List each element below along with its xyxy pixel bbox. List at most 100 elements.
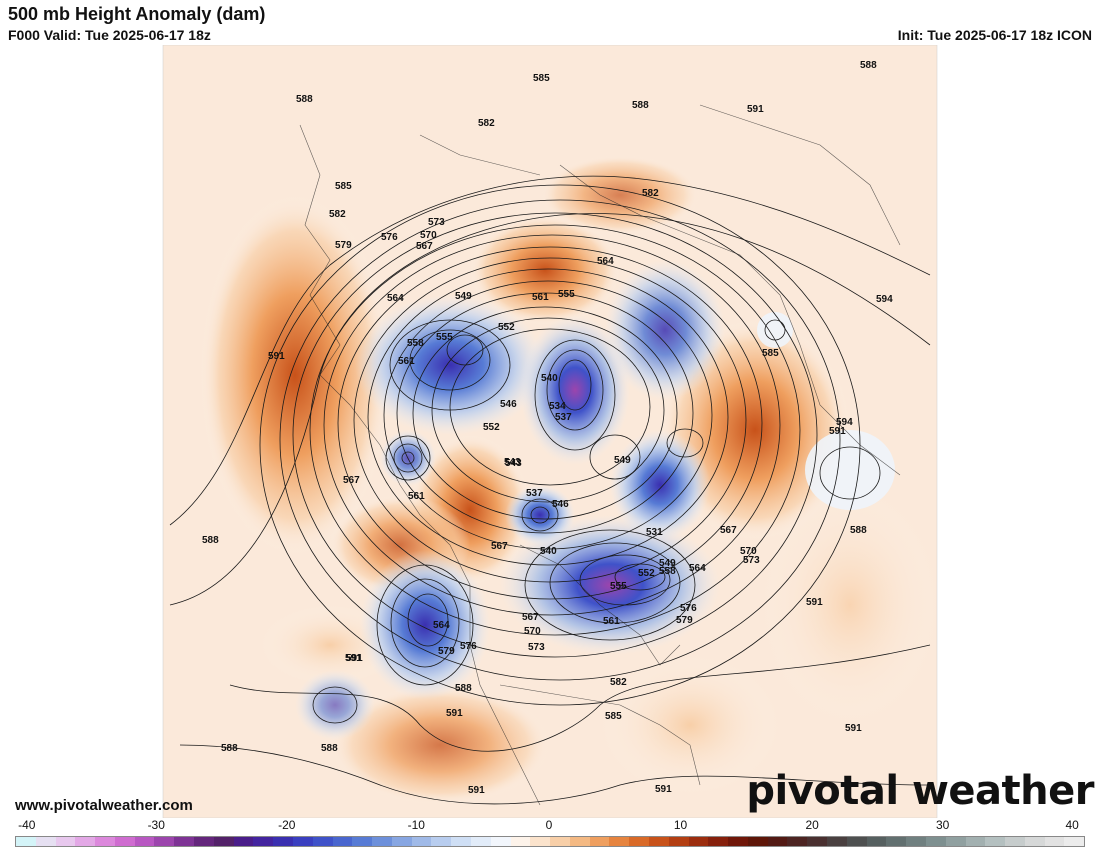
map-title: 500 mb Height Anomaly (dam) bbox=[8, 4, 266, 24]
contour-label: 591 bbox=[345, 653, 362, 664]
west-pacific-ridge bbox=[200, 195, 390, 555]
contour-label: 591 bbox=[346, 653, 363, 664]
contour-label: 567 bbox=[416, 241, 433, 252]
colorbar-tick-label: 30 bbox=[936, 818, 950, 832]
contour-label: 567 bbox=[491, 541, 508, 552]
contour-label: 582 bbox=[329, 209, 346, 220]
contour-label: 561 bbox=[603, 616, 620, 627]
contour-label: 591 bbox=[655, 784, 672, 795]
contour-label: 558 bbox=[407, 338, 424, 349]
colorbar-segment bbox=[747, 837, 768, 846]
colorbar-segment bbox=[391, 837, 412, 846]
colorbar-tick-label: 0 bbox=[545, 818, 553, 832]
contour-label: 546 bbox=[552, 499, 569, 510]
colorbar-segment bbox=[332, 837, 353, 846]
colorbar-segment bbox=[312, 837, 333, 846]
contour-label: 594 bbox=[836, 417, 853, 428]
colorbar-segment bbox=[16, 837, 36, 846]
contour-label: 570 bbox=[420, 230, 437, 241]
contour-label: 591 bbox=[806, 597, 823, 608]
website-label: www.pivotalweather.com bbox=[15, 797, 193, 814]
colorbar-segment bbox=[708, 837, 729, 846]
colorbar-segment bbox=[649, 837, 669, 846]
contour-label: 543 bbox=[505, 458, 522, 469]
colorbar-segment bbox=[807, 837, 828, 846]
colorbar-segment bbox=[530, 837, 551, 846]
contour-label: 567 bbox=[343, 475, 360, 486]
map-panel[interactable]: 588 585 588 582 588 591 585 582 579 576 … bbox=[0, 45, 1100, 818]
contour-label: 591 bbox=[747, 104, 764, 115]
contour-label: 582 bbox=[478, 118, 495, 129]
contour-label: 579 bbox=[335, 240, 352, 251]
contour-label: 576 bbox=[680, 603, 697, 614]
contour-label-group: 588 585 588 582 588 591 585 582 579 576 … bbox=[202, 60, 893, 796]
contour-label: 543 bbox=[504, 457, 521, 468]
contour-label: 585 bbox=[605, 711, 622, 722]
colorbar-tick-label: -20 bbox=[278, 818, 296, 832]
colorbar-segment bbox=[75, 837, 96, 846]
contour-label: 531 bbox=[646, 527, 663, 538]
colorbar-segment bbox=[965, 837, 986, 846]
colorbar-segment bbox=[174, 837, 195, 846]
valid-time: F000 Valid: Tue 2025-06-17 18z bbox=[8, 27, 211, 43]
azores-low bbox=[805, 430, 895, 510]
init-time: Init: Tue 2025-06-17 18z ICON bbox=[897, 27, 1092, 43]
contour-label: 561 bbox=[408, 491, 425, 502]
contour-label: 591 bbox=[268, 351, 285, 362]
colorbar-segment bbox=[253, 837, 274, 846]
colorbar-segment bbox=[114, 837, 135, 846]
colorbar-segment bbox=[728, 837, 748, 846]
contour-label: 549 bbox=[659, 558, 676, 569]
colorbar-tick-label: -10 bbox=[407, 818, 425, 832]
colorbar-segment bbox=[866, 837, 887, 846]
contour-label: 588 bbox=[455, 683, 472, 694]
contour-label: 588 bbox=[321, 743, 338, 754]
colorbar-ticks: -40 -30 -20 -10 0 10 20 30 40 bbox=[15, 818, 1085, 834]
contour-label: 552 bbox=[638, 568, 655, 579]
contour-label: 585 bbox=[762, 348, 779, 359]
colorbar-tick-label: -40 bbox=[18, 818, 36, 832]
colorbar-tick-label: 10 bbox=[673, 818, 688, 832]
contour-label: 591 bbox=[845, 723, 862, 734]
gulf-alaska-low bbox=[360, 550, 490, 700]
contour-label: 573 bbox=[743, 555, 760, 566]
barents-low bbox=[605, 260, 725, 400]
anomaly-map: 588 585 588 582 588 591 585 582 579 576 … bbox=[0, 45, 1100, 818]
contour-label: 549 bbox=[614, 455, 631, 466]
outer-contours bbox=[169, 175, 931, 805]
contour-label: 555 bbox=[610, 581, 627, 592]
colorbar-segment bbox=[609, 837, 630, 846]
contour-label: 567 bbox=[720, 525, 737, 536]
atlantic-ridge bbox=[600, 655, 780, 795]
contour-label: 570 bbox=[524, 626, 541, 637]
subtropical-low bbox=[295, 670, 375, 740]
contour-label: 588 bbox=[296, 94, 313, 105]
atlantic-pale bbox=[760, 485, 940, 725]
colorbar-segment bbox=[470, 837, 491, 846]
colorbar-tick-label: 40 bbox=[1065, 818, 1079, 832]
contour-label: 561 bbox=[398, 356, 415, 367]
colorbar-segment bbox=[292, 837, 313, 846]
colorbar-segment bbox=[273, 837, 293, 846]
colorbar-segment bbox=[1005, 837, 1025, 846]
colorbar-segment bbox=[431, 837, 452, 846]
colorbar-segment bbox=[372, 837, 392, 846]
colorbar-segment bbox=[767, 837, 788, 846]
colorbar-segment bbox=[629, 837, 649, 846]
colorbar-segment bbox=[945, 837, 966, 846]
contour-label: 588 bbox=[221, 743, 238, 754]
colorbar-segment bbox=[925, 837, 946, 846]
height-contours bbox=[259, 184, 881, 724]
contour-label: 579 bbox=[438, 646, 455, 657]
colorbar-segment bbox=[451, 837, 471, 846]
contour-label: 555 bbox=[436, 332, 453, 343]
colorbar-segment bbox=[510, 837, 531, 846]
colorbar-segment bbox=[213, 837, 234, 846]
colorbar-segment bbox=[1044, 837, 1065, 846]
contour-label: 537 bbox=[526, 488, 543, 499]
contour-label: 552 bbox=[483, 422, 500, 433]
contour-label: 588 bbox=[850, 525, 867, 536]
brand-logo: pivotal weather bbox=[746, 768, 1094, 814]
colorbar-segment bbox=[194, 837, 214, 846]
colorbar-segment bbox=[233, 837, 254, 846]
